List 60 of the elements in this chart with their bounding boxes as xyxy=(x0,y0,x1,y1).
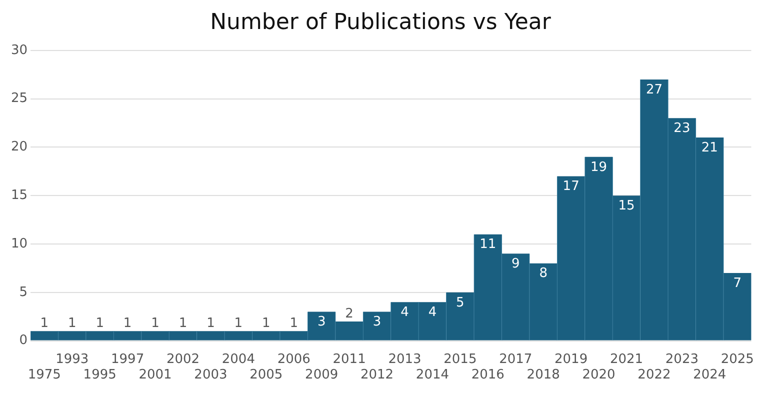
y-tick-label: 25 xyxy=(10,91,28,106)
data-label: 1 xyxy=(123,316,132,331)
x-tick-label: 1993 xyxy=(56,352,89,367)
data-label: 19 xyxy=(590,160,608,175)
data-label: 1 xyxy=(178,316,188,331)
data-label: 4 xyxy=(428,304,437,320)
data-label: 15 xyxy=(618,198,635,214)
x-tick-label: 2016 xyxy=(471,368,504,383)
data-label: 1 xyxy=(234,316,243,331)
x-tick-label: 2018 xyxy=(526,368,560,383)
x-tick-label: 2001 xyxy=(138,368,172,383)
x-tick-label: 2019 xyxy=(554,352,588,367)
x-tick-label: 2002 xyxy=(166,352,200,367)
data-label: 1 xyxy=(290,316,298,331)
data-label: 9 xyxy=(511,256,520,272)
data-label: 1 xyxy=(262,316,270,331)
y-tick-label: 5 xyxy=(19,284,28,300)
data-label: 8 xyxy=(539,266,548,282)
y-tick-label: 15 xyxy=(10,188,28,203)
x-tick-label: 1997 xyxy=(111,352,144,367)
data-label: 23 xyxy=(674,121,690,136)
data-label: 1 xyxy=(40,316,49,331)
data-label: 2 xyxy=(345,306,354,322)
x-tick-label: 2021 xyxy=(610,352,644,367)
x-tick-label: 2004 xyxy=(222,352,255,367)
data-label: 1 xyxy=(206,316,215,331)
x-tick-label: 2023 xyxy=(665,352,698,367)
x-tick-label: 2015 xyxy=(444,352,477,367)
x-tick-label: 2013 xyxy=(388,352,422,367)
data-label: 1 xyxy=(96,316,104,331)
x-tick-label: 2009 xyxy=(305,368,338,383)
y-tick-label: 10 xyxy=(10,236,28,252)
data-label: 11 xyxy=(480,237,496,252)
data-label: 27 xyxy=(646,82,662,98)
x-tick-label: 2006 xyxy=(277,352,310,367)
x-tick-label: 2020 xyxy=(582,368,616,383)
x-tick-label: 2011 xyxy=(332,352,366,367)
data-label: 21 xyxy=(701,140,718,156)
x-tick-label: 2005 xyxy=(250,368,283,383)
chart-title: Number of Publications vs Year xyxy=(210,10,552,35)
data-label: 17 xyxy=(562,179,580,194)
data-label: 5 xyxy=(456,295,464,310)
data-label: 4 xyxy=(400,304,409,320)
x-tick-label: 2003 xyxy=(194,368,228,383)
x-tick-label: 2014 xyxy=(416,368,450,383)
x-tick-label: 2017 xyxy=(499,352,532,367)
data-label: 7 xyxy=(733,276,742,291)
y-tick-label: 20 xyxy=(10,140,28,155)
x-tick-label: 1975 xyxy=(28,368,61,383)
x-tick-label: 2012 xyxy=(360,368,394,383)
x-tick-label: 2025 xyxy=(720,352,754,367)
data-label: 1 xyxy=(68,316,76,331)
data-label: 1 xyxy=(151,316,160,331)
x-tick-label: 1995 xyxy=(83,368,116,383)
data-label: 3 xyxy=(372,314,382,330)
y-tick-label: 0 xyxy=(19,333,28,348)
data-label: 3 xyxy=(317,314,326,330)
x-tick-label: 2022 xyxy=(638,368,671,383)
y-tick-label: 30 xyxy=(10,42,28,58)
x-tick-label: 2024 xyxy=(693,368,726,383)
